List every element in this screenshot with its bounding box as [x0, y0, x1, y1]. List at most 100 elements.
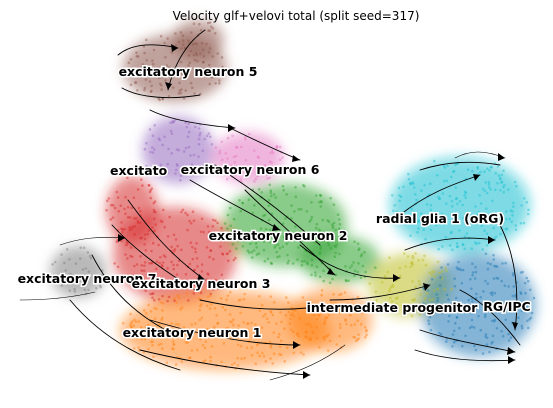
cell-point — [198, 133, 201, 137]
cell-point — [269, 311, 273, 314]
cell-point — [334, 228, 338, 232]
cell-point — [486, 167, 489, 170]
cell-point — [115, 190, 119, 194]
cell-point — [445, 293, 449, 297]
cell-point — [270, 161, 274, 164]
cell-point — [330, 223, 334, 226]
cell-point — [311, 239, 314, 243]
cell-point — [336, 213, 340, 216]
cell-point — [194, 247, 197, 251]
cell-point — [501, 334, 505, 338]
cell-point — [192, 219, 196, 223]
cell-point — [442, 179, 446, 183]
cell-point — [507, 339, 511, 342]
label-excitatory-neuron-6: excitatory neuron 6 — [181, 162, 320, 177]
cell-point — [183, 171, 186, 175]
cell-point — [455, 242, 459, 245]
cell-point — [287, 259, 291, 263]
cell-point — [250, 321, 253, 325]
cell-point — [437, 197, 441, 201]
cell-point — [287, 301, 290, 304]
cell-point — [310, 301, 313, 305]
cluster-excitatory-neuron-5-top — [172, 20, 224, 60]
cell-point — [499, 232, 502, 236]
cell-point — [264, 227, 268, 231]
cell-point — [198, 22, 201, 26]
cell-point — [410, 207, 413, 211]
cell-point — [129, 254, 132, 258]
cell-point — [84, 267, 88, 270]
cell-point — [438, 284, 442, 287]
cell-point — [170, 260, 173, 264]
cell-point — [186, 341, 189, 345]
cell-point — [191, 210, 195, 213]
cell-point — [160, 84, 163, 87]
cell-point — [201, 149, 205, 153]
cell-point — [368, 282, 372, 285]
cell-point — [267, 235, 270, 239]
cell-point — [193, 58, 197, 62]
cell-point — [275, 322, 278, 325]
cell-point — [127, 61, 131, 65]
cell-point — [455, 316, 459, 319]
cell-point — [430, 304, 433, 307]
cell-point — [190, 323, 193, 326]
cell-point — [177, 296, 181, 300]
cell-point — [198, 309, 201, 312]
cell-point — [409, 182, 413, 186]
cell-point — [455, 266, 459, 269]
cell-point — [228, 313, 232, 316]
cell-point — [232, 258, 236, 262]
cell-point — [494, 265, 498, 268]
cell-point — [224, 152, 227, 155]
cell-point — [157, 243, 160, 247]
cell-point — [444, 266, 447, 270]
cell-point — [165, 64, 169, 67]
cell-point — [169, 73, 172, 77]
cell-point — [460, 281, 464, 285]
cell-point — [404, 265, 408, 268]
cell-point — [243, 356, 246, 360]
cell-point — [151, 241, 155, 245]
cell-point — [529, 316, 533, 320]
cell-point — [196, 348, 199, 352]
cell-point — [140, 325, 143, 329]
cell-point — [326, 219, 329, 222]
cluster-excitatory-neuron-1-right — [288, 288, 372, 352]
cell-point — [187, 64, 190, 67]
cell-point — [198, 280, 201, 283]
cell-point — [133, 233, 136, 236]
cell-point — [206, 304, 209, 308]
cell-point — [187, 122, 190, 125]
cell-point — [203, 137, 206, 141]
cell-point — [270, 194, 273, 198]
cell-point — [335, 343, 339, 346]
cell-point — [242, 321, 246, 324]
cell-point — [485, 232, 489, 235]
cell-point — [262, 248, 266, 252]
cell-point — [152, 48, 156, 52]
cell-point — [270, 149, 274, 153]
cell-point — [141, 63, 145, 66]
cell-point — [495, 235, 498, 238]
cell-point — [149, 90, 153, 94]
cell-point — [270, 262, 274, 266]
cell-point — [202, 230, 205, 234]
cell-point — [339, 326, 342, 330]
cell-point — [281, 184, 285, 188]
cell-point — [187, 130, 191, 134]
cell-point — [153, 306, 156, 310]
cell-point — [126, 176, 129, 180]
label-intermediate-progenitor: intermediate progenitor — [307, 300, 479, 315]
cell-point — [135, 55, 139, 58]
cell-point — [230, 320, 234, 324]
cell-point — [501, 262, 504, 265]
cell-point — [492, 253, 495, 257]
cell-point — [461, 243, 465, 246]
cell-point — [153, 124, 157, 127]
cell-point — [495, 265, 499, 268]
cell-point — [200, 270, 204, 273]
cell-point — [99, 285, 102, 289]
cell-point — [225, 252, 229, 256]
cell-point — [411, 221, 414, 225]
